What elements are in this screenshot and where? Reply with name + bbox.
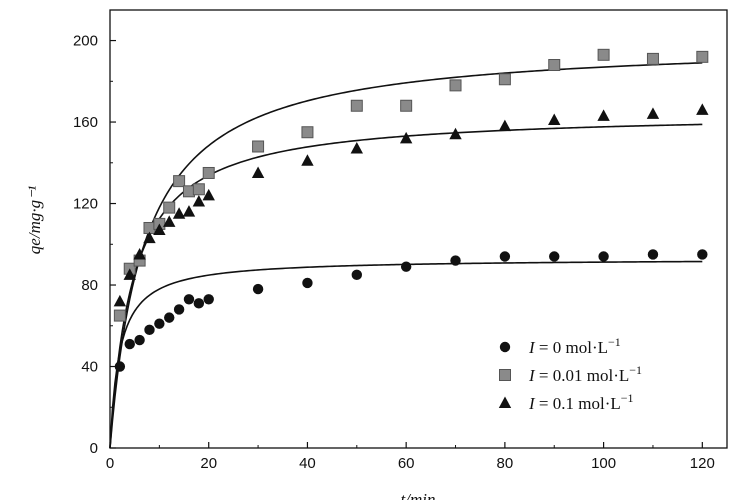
legend: I = 0 mol·L−1 I = 0.01 mol·L−1 I = 0.1 mol… xyxy=(498,335,642,413)
data-point-square xyxy=(350,99,363,112)
data-point-triangle xyxy=(182,205,196,217)
y-tick-label: 80 xyxy=(81,277,98,294)
data-point-square xyxy=(400,99,413,112)
data-point-square xyxy=(192,183,205,196)
data-point-triangle xyxy=(399,131,413,144)
axis-ticks: 0 20 40 60 80 100 120 0 40 80 120 160 200 xyxy=(73,33,715,472)
x-tick-label: 100 xyxy=(591,455,616,472)
data-point-triangle xyxy=(449,127,462,140)
data-point-triangle xyxy=(350,142,363,154)
data-point-triangle xyxy=(153,223,166,236)
y-axis-title: qe/mg·g⁻¹ xyxy=(25,186,44,254)
legend-marker-square xyxy=(499,369,511,381)
data-point-circle xyxy=(193,298,205,309)
x-tick-label: 40 xyxy=(299,455,316,472)
data-point-triangle xyxy=(143,231,156,244)
data-point-circle xyxy=(183,294,195,305)
x-tick-label: 80 xyxy=(497,455,514,472)
data-point-triangle xyxy=(202,188,215,201)
x-tick-label: 120 xyxy=(690,455,715,472)
data-point-circle xyxy=(124,338,135,350)
data-point-triangle xyxy=(113,294,127,307)
data-point-triangle xyxy=(172,207,186,219)
legend-label: I = 0.1 mol·L−1 xyxy=(528,391,634,413)
data-point-triangle xyxy=(646,107,660,119)
data-point-triangle xyxy=(192,194,206,207)
y-tick-label: 160 xyxy=(73,114,98,131)
fit-curve xyxy=(109,62,703,449)
data-point-square xyxy=(202,166,215,179)
data-point-square xyxy=(449,79,462,92)
data-point-square xyxy=(252,140,265,153)
data-point-square xyxy=(173,175,186,188)
data-point-circle xyxy=(164,312,175,323)
y-tick-label: 120 xyxy=(73,196,98,213)
y-tick-label: 0 xyxy=(90,440,98,457)
legend-marker-triangle xyxy=(498,396,512,408)
data-point-square xyxy=(301,126,314,139)
data-point-triangle xyxy=(251,166,265,178)
data-point-triangle xyxy=(301,154,314,166)
data-point-square xyxy=(182,185,195,198)
data-point-circle xyxy=(144,324,155,336)
data-point-triangle xyxy=(548,113,561,126)
data-point-square xyxy=(696,50,709,63)
data-point-square xyxy=(548,59,561,72)
data-point-circle xyxy=(450,255,461,266)
x-tick-label: 20 xyxy=(200,455,217,472)
data-point-circle xyxy=(203,294,214,305)
plot-frame xyxy=(109,9,728,449)
data-point-circle xyxy=(351,269,362,281)
data-point-triangle xyxy=(133,247,146,260)
data-point-circle xyxy=(114,361,126,372)
data-point-circle xyxy=(400,261,412,272)
legend-label: I = 0.01 mol·L−1 xyxy=(528,363,642,385)
data-point-circle xyxy=(154,318,165,329)
data-point-circle xyxy=(252,283,264,295)
y-tick-label: 40 xyxy=(81,359,98,376)
x-axis-title: t/min xyxy=(401,490,436,500)
data-point-square xyxy=(113,309,126,322)
x-tick-label: 0 xyxy=(106,455,114,472)
data-point-triangle xyxy=(498,119,512,132)
y-tick-label: 200 xyxy=(73,33,98,50)
legend-marker-circle xyxy=(499,341,511,353)
data-point-triangle xyxy=(163,215,176,227)
data-markers xyxy=(113,48,709,372)
data-point-circle xyxy=(697,249,708,260)
data-point-triangle xyxy=(696,103,709,115)
data-point-triangle xyxy=(123,268,136,280)
data-point-square xyxy=(597,48,610,61)
data-point-circle xyxy=(302,277,313,289)
data-point-circle xyxy=(549,251,560,262)
data-point-square xyxy=(498,73,511,86)
data-point-circle xyxy=(134,334,145,346)
data-point-square xyxy=(646,52,659,65)
data-point-circle xyxy=(173,304,185,315)
data-point-circle xyxy=(647,249,659,260)
data-point-circle xyxy=(499,251,511,262)
data-point-triangle xyxy=(597,109,610,121)
data-point-square xyxy=(163,201,176,214)
x-tick-label: 60 xyxy=(398,455,415,472)
data-point-circle xyxy=(598,251,609,262)
plot-border xyxy=(109,9,728,449)
legend-label: I = 0 mol·L−1 xyxy=(528,335,621,357)
